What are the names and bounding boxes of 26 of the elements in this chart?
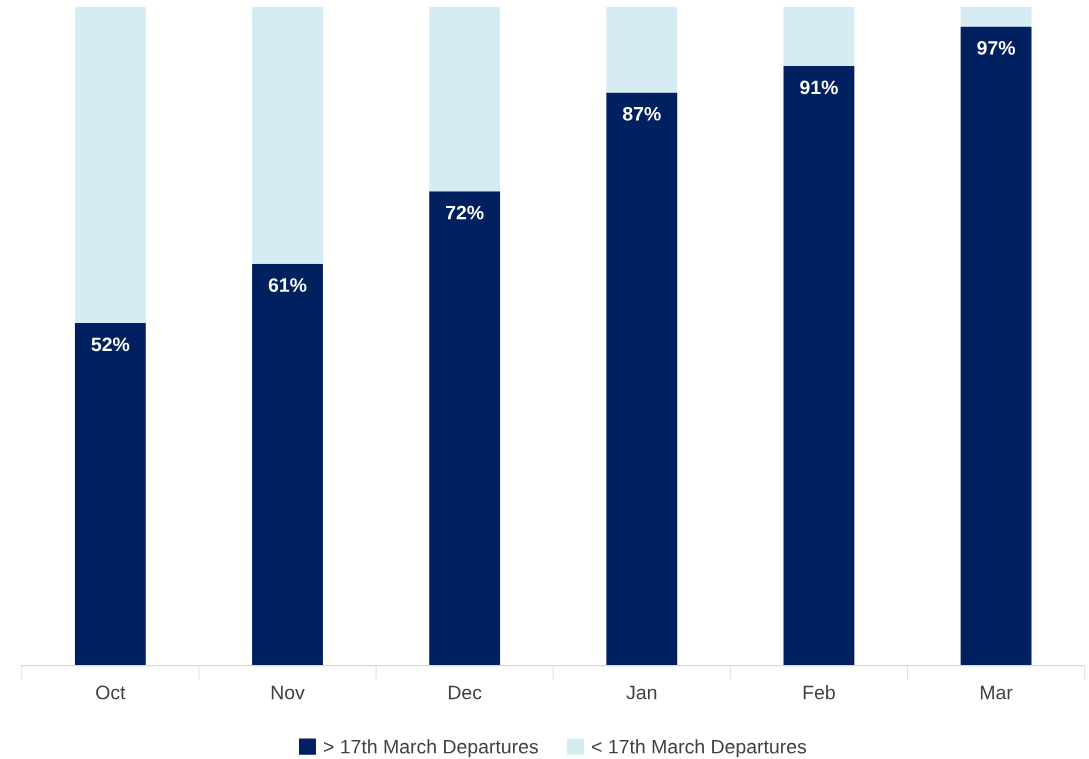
x-tick-label: Dec bbox=[448, 685, 482, 700]
data-label: 91% bbox=[800, 80, 838, 95]
legend-label: < 17th March Departures bbox=[592, 739, 807, 758]
data-label: 72% bbox=[446, 205, 484, 220]
x-tick-label: Jan bbox=[626, 685, 657, 700]
bar bbox=[783, 66, 855, 666]
x-tick-label: Oct bbox=[96, 685, 126, 700]
data-label: 87% bbox=[622, 106, 661, 121]
data-label: 97% bbox=[977, 41, 1016, 55]
bar bbox=[606, 6, 678, 93]
bar bbox=[74, 323, 146, 666]
bar bbox=[960, 26, 1032, 666]
bar bbox=[429, 191, 501, 666]
bar bbox=[429, 6, 501, 192]
x-tick-label: Nov bbox=[271, 685, 305, 700]
bar bbox=[74, 6, 146, 324]
x-tick-label: Mar bbox=[980, 685, 1013, 700]
bar bbox=[252, 263, 323, 666]
data-label: 52% bbox=[91, 337, 130, 352]
legend-label: > 17th March Departures bbox=[323, 739, 538, 758]
bar bbox=[960, 6, 1032, 27]
x-tick-label: Feb bbox=[803, 685, 835, 700]
data-label: 61% bbox=[268, 278, 307, 292]
bar bbox=[606, 92, 678, 666]
bar bbox=[783, 6, 855, 67]
bar bbox=[252, 6, 323, 264]
